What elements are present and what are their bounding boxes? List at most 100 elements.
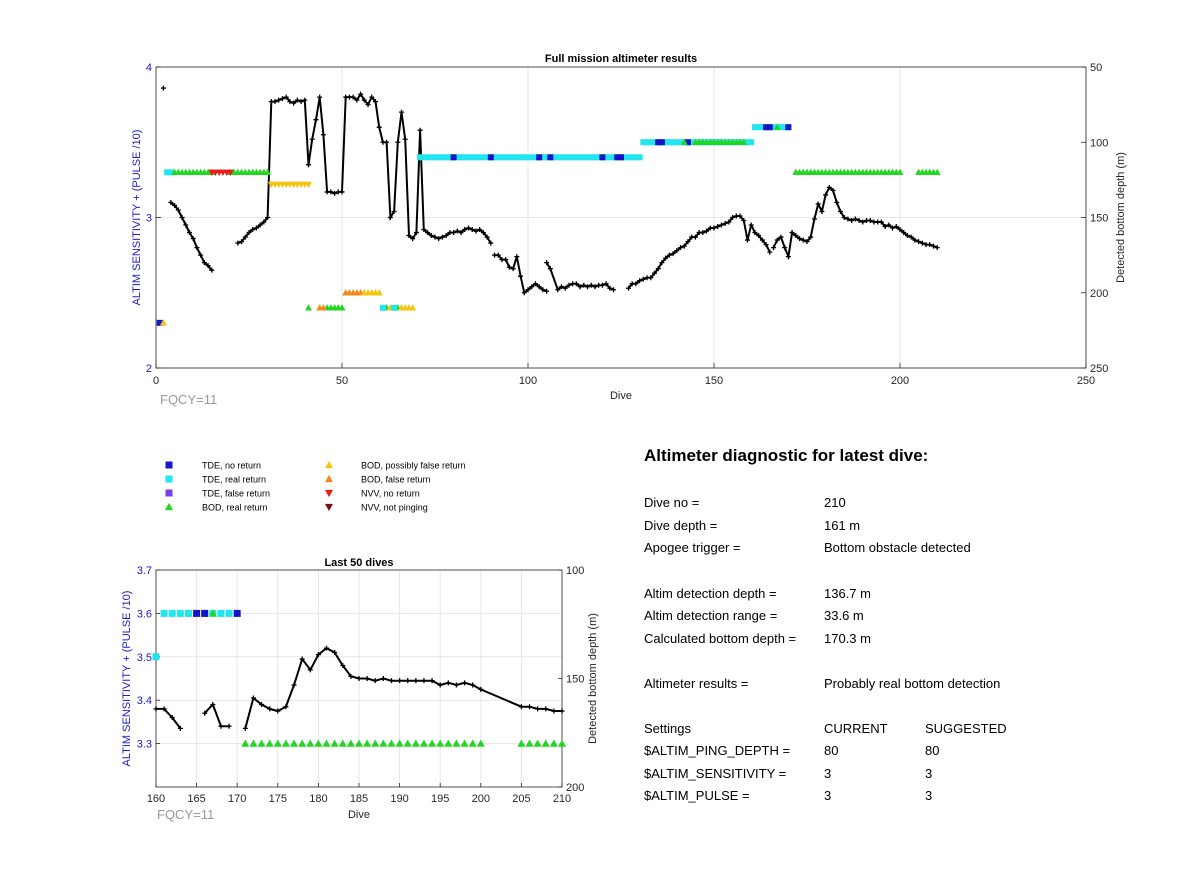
legend-label: NVV, no return xyxy=(361,489,420,499)
bottom-depth-point xyxy=(518,273,524,279)
bottom-depth-point xyxy=(785,254,791,260)
y-right-axis-label: Detected bottom depth (m) xyxy=(1115,152,1127,283)
altimeter-marker xyxy=(532,154,539,161)
bottom-depth-point xyxy=(637,278,643,284)
x-tick-label: 0 xyxy=(153,375,159,387)
altimeter-marker xyxy=(458,154,465,161)
altimeter-marker xyxy=(452,739,461,747)
bottom-depth-point xyxy=(384,139,390,145)
altimeter-marker xyxy=(547,154,554,161)
altimeter-marker xyxy=(225,609,233,617)
bottom-depth-point xyxy=(711,225,717,231)
bottom-depth-point xyxy=(655,266,661,272)
bottom-depth-point xyxy=(272,99,278,105)
bottom-depth-point xyxy=(782,245,788,251)
bottom-depth-point xyxy=(445,680,451,686)
altimeter-marker xyxy=(644,139,651,146)
bottom-depth-point xyxy=(365,102,371,108)
bottom-depth-point xyxy=(315,652,321,658)
altimeter-marker xyxy=(201,609,209,617)
bottom-depth-point xyxy=(674,248,680,254)
bottom-depth-point xyxy=(372,678,378,684)
bottom-depth-point xyxy=(340,662,346,668)
bottom-depth-point xyxy=(536,284,542,290)
bottom-depth-point xyxy=(663,255,669,261)
y-right-tick-label: 200 xyxy=(1090,288,1108,300)
altimeter-marker xyxy=(375,289,383,296)
bottom-depth-point xyxy=(443,233,449,239)
bottom-depth-point xyxy=(904,233,910,239)
altimeter-marker xyxy=(618,154,624,161)
bottom-depth-point xyxy=(648,275,654,281)
bottom-depth-point xyxy=(183,222,189,228)
diag-value: 170.3 m xyxy=(824,631,871,646)
altimeter-marker xyxy=(432,154,438,161)
legend-marker xyxy=(165,489,173,497)
altimeter-marker xyxy=(152,653,160,661)
bottom-depth-point xyxy=(800,237,806,243)
bottom-depth-point xyxy=(202,710,208,716)
bottom-depth-point xyxy=(324,645,330,651)
altimeter-marker xyxy=(439,154,446,161)
bottom-depth-point xyxy=(309,136,315,142)
y-left-tick-label: 3.4 xyxy=(137,695,152,707)
altimeter-marker xyxy=(577,154,584,161)
bottom-depth-point xyxy=(242,234,248,240)
bottom-depth-point xyxy=(890,225,896,231)
altimeter-marker xyxy=(480,154,487,161)
altimeter-marker xyxy=(419,739,428,747)
bottom-depth-point xyxy=(830,187,836,193)
bottom-depth-point xyxy=(328,189,334,195)
bottom-depth-point xyxy=(348,673,354,679)
bottom-depth-point xyxy=(376,124,382,130)
bottom-depth-point xyxy=(478,686,484,692)
altimeter-marker xyxy=(420,154,427,161)
altimeter-marker xyxy=(536,154,543,161)
bottom-depth-point xyxy=(815,201,821,207)
altimeter-marker xyxy=(591,154,598,161)
bottom-depth-point xyxy=(562,285,568,291)
altimeter-marker xyxy=(363,739,372,747)
legend-marker xyxy=(165,475,173,483)
altimeter-marker xyxy=(565,154,572,161)
y-left-axis-label: ALTIM SENSITIVITY + (PULSE /10) xyxy=(121,591,133,767)
bottom-depth-point xyxy=(878,219,884,225)
full-mission-chart: 0 50 100 150 200 250 2 3 4 50 100 150 200 250 Full mis… xyxy=(131,53,1127,407)
bottom-depth-point xyxy=(730,215,736,220)
altimeter-marker xyxy=(305,304,313,311)
altimeter-marker xyxy=(217,609,225,617)
bottom-depth-point xyxy=(685,239,691,245)
bottom-depth-point xyxy=(704,228,710,234)
altimeter-marker xyxy=(487,154,494,161)
bottom-depth-point xyxy=(867,218,873,224)
bottom-depth-point xyxy=(380,676,386,681)
altimeter-marker xyxy=(411,739,420,747)
bottom-depth-point xyxy=(421,678,427,684)
bottom-depth-point xyxy=(588,282,594,288)
altimeter-marker xyxy=(647,139,654,146)
bottom-depth-point xyxy=(287,99,293,105)
x-tick-label: 165 xyxy=(187,793,205,805)
bottom-depth-point xyxy=(391,208,397,214)
altimeter-marker xyxy=(176,609,184,617)
bottom-depth-point xyxy=(518,704,524,710)
altimeter-marker xyxy=(424,154,431,161)
diag-label: Altim detection range = xyxy=(644,608,778,623)
bottom-depth-point xyxy=(172,202,178,208)
altimeter-marker xyxy=(610,154,617,161)
diag-label: Calculated bottom depth = xyxy=(644,631,797,646)
bottom-depth-point xyxy=(405,678,411,684)
altimeter-marker xyxy=(655,139,662,146)
bottom-depth-point xyxy=(551,708,557,714)
bottom-depth-point xyxy=(477,227,483,233)
altimeter-marker xyxy=(614,154,621,161)
altimeter-marker xyxy=(606,154,613,161)
bottom-depth-point xyxy=(823,192,829,198)
altimeter-marker xyxy=(156,319,163,326)
bottom-depth-point xyxy=(417,127,423,133)
bottom-depth-point xyxy=(763,242,769,248)
legend-marker xyxy=(325,460,333,469)
bottom-depth-point xyxy=(506,264,512,270)
bottom-depth-point xyxy=(581,282,587,288)
bottom-depth-point xyxy=(307,667,313,673)
